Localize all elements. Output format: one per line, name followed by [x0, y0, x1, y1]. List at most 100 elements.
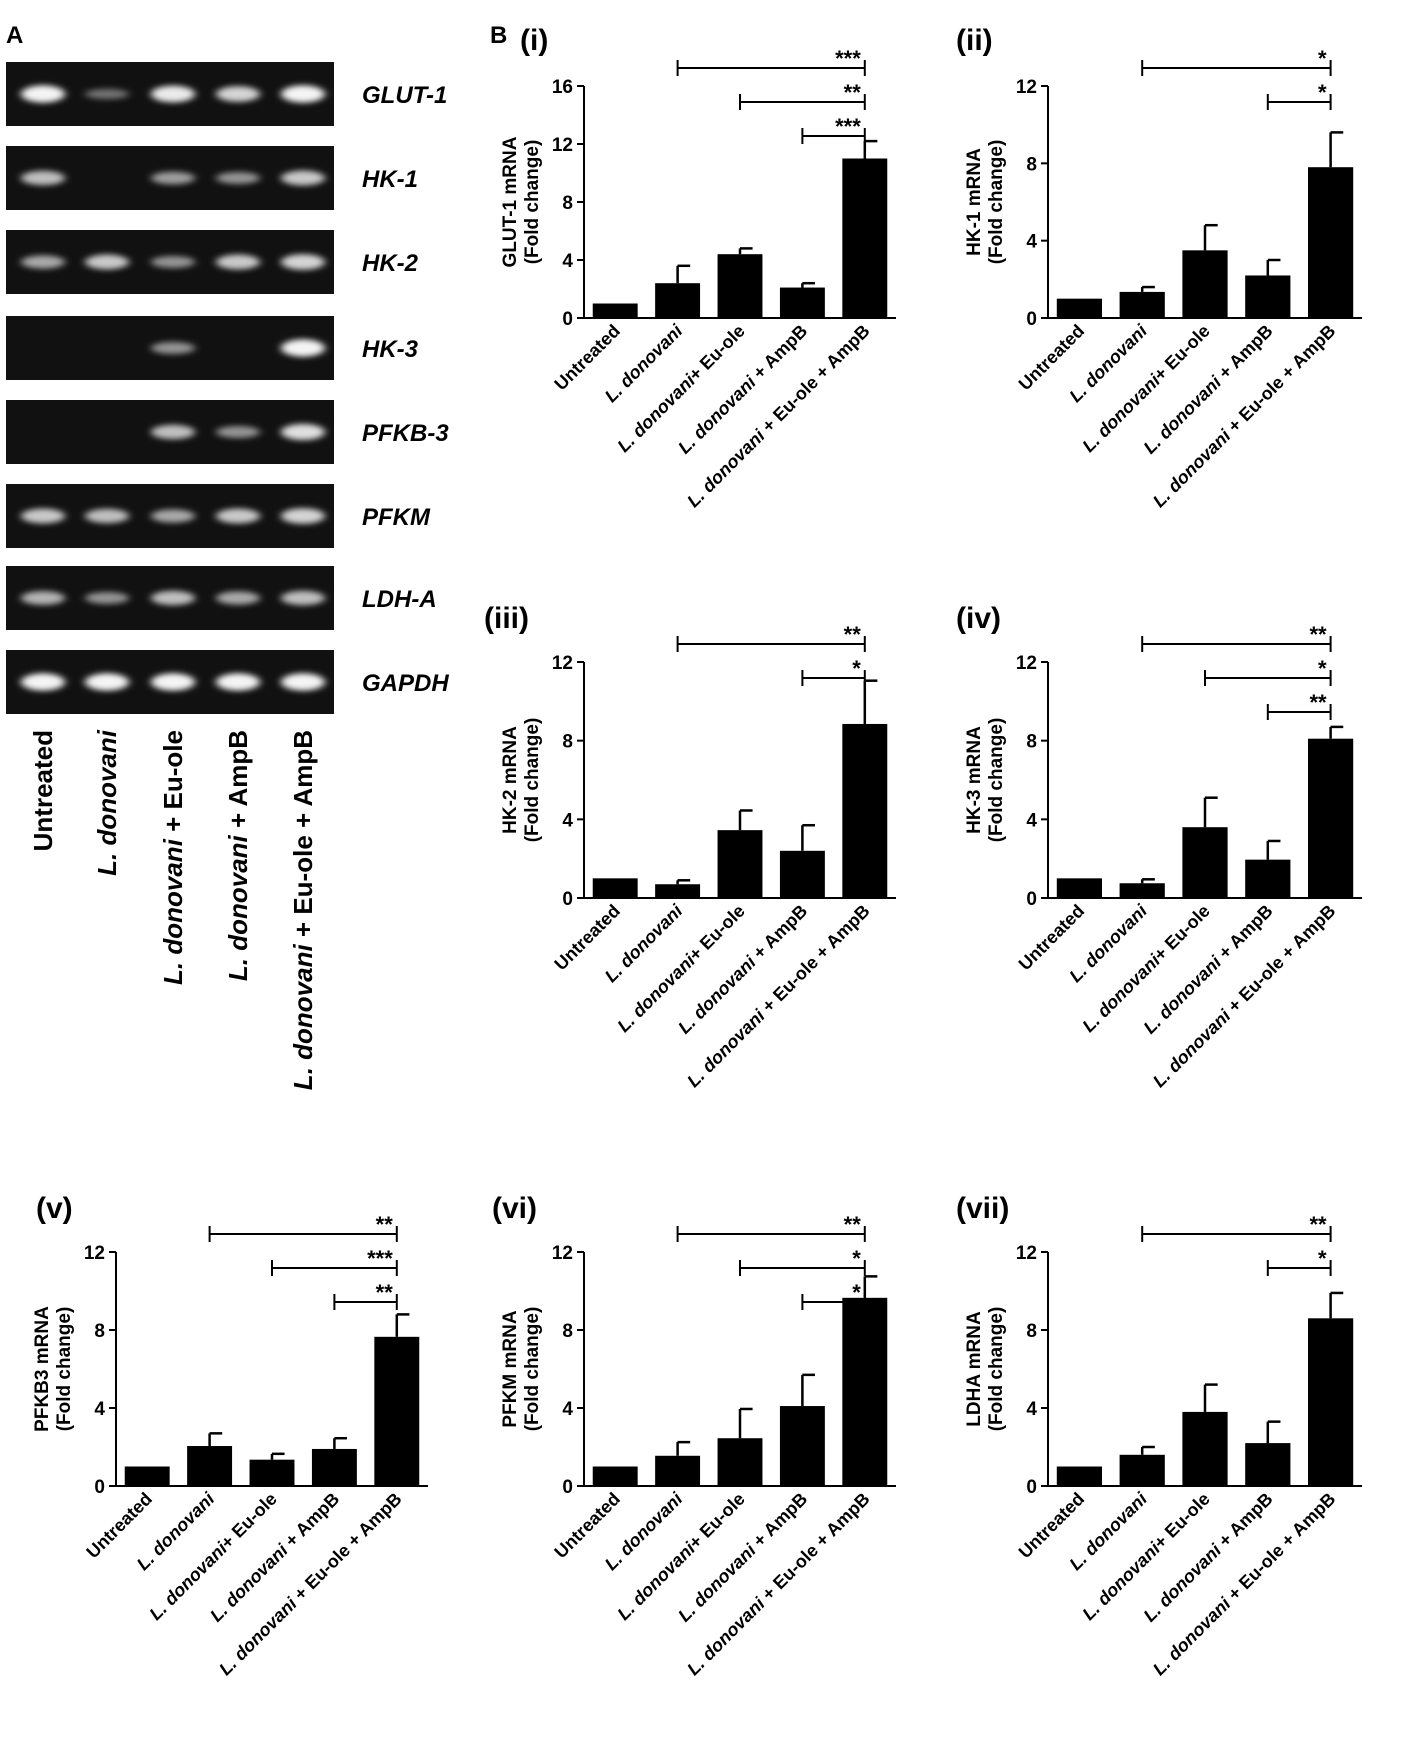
panel-label: (iii)	[484, 602, 529, 635]
gene-label: GAPDH	[362, 670, 449, 697]
y-tick-label: 8	[562, 193, 573, 214]
y-tick-label: 8	[562, 1321, 573, 1342]
gene-label: PFKB-3	[362, 420, 449, 447]
significance-label: *	[1318, 656, 1327, 681]
bar	[779, 850, 825, 898]
significance-label: **	[376, 1212, 394, 1237]
bar	[187, 1446, 233, 1486]
significance-label: **	[844, 80, 862, 105]
gel-band	[151, 509, 195, 523]
y-axis-label: GLUT-1 mRNA(Fold change)	[500, 136, 543, 267]
gel-band	[216, 426, 260, 438]
gel-band	[216, 673, 260, 691]
y-tick-label: 8	[1026, 1321, 1037, 1342]
significance-label: *	[852, 1280, 861, 1305]
y-tick-label: 0	[562, 1477, 573, 1498]
y-tick-label: 8	[94, 1321, 105, 1342]
bar	[1056, 878, 1103, 898]
significance-label: *	[852, 656, 861, 681]
gene-label: HK-3	[362, 336, 419, 363]
bar	[779, 1406, 825, 1486]
gel-band	[216, 591, 260, 605]
lane-label: L. donovani + Eu-ole	[158, 730, 188, 985]
bar	[842, 158, 888, 318]
gel-band	[281, 254, 325, 270]
y-tick-label: 16	[552, 77, 573, 98]
lane-label: L. donovani	[92, 729, 122, 876]
bar	[842, 1297, 888, 1486]
gene-label: HK-1	[362, 166, 418, 193]
bar	[1182, 250, 1228, 318]
significance-label: **	[844, 1212, 862, 1237]
gel-band	[281, 508, 325, 524]
gel-band	[151, 85, 195, 103]
gel-band	[281, 85, 325, 103]
y-axis-label: HK-1 mRNA(Fold change)	[964, 140, 1007, 265]
y-tick-label: 12	[552, 653, 573, 674]
gel-band	[85, 508, 129, 524]
bar	[1056, 298, 1103, 318]
panel-letter-b: B	[490, 22, 508, 49]
bar	[1307, 738, 1354, 898]
gel-band	[85, 88, 129, 100]
lane-label: L. donovani + AmpB	[223, 730, 253, 981]
bar	[124, 1466, 170, 1486]
gene-label: GLUT-1	[362, 82, 447, 109]
bar	[592, 303, 638, 318]
gel-band	[151, 171, 195, 185]
significance-label: **	[376, 1280, 394, 1305]
gel-area: GLUT-1 HK-1 HK-2 HK-3 PFKB-3 PFKM LDH-A GAPDH Un…	[0, 0, 480, 1150]
significance-label: *	[852, 1246, 861, 1271]
y-tick-label: 12	[1016, 653, 1037, 674]
gel-band	[281, 170, 325, 186]
panel-label: (ii)	[956, 24, 993, 57]
bar	[1307, 167, 1354, 318]
gel-band	[216, 86, 260, 102]
bar	[655, 283, 701, 318]
y-tick-label: 4	[1026, 232, 1037, 253]
panel-label: (vii)	[956, 1192, 1009, 1225]
y-tick-label: 12	[552, 135, 573, 156]
gene-label: PFKM	[362, 504, 431, 531]
bar	[1119, 883, 1165, 898]
y-tick-label: 8	[1026, 732, 1037, 753]
y-tick-label: 8	[562, 732, 573, 753]
y-tick-label: 0	[1026, 1477, 1037, 1498]
gel-band	[21, 170, 65, 186]
significance-label: ***	[367, 1246, 393, 1271]
panel-label: (v)	[36, 1192, 73, 1225]
gel-band	[151, 256, 195, 268]
gel-band	[151, 424, 195, 440]
y-tick-label: 4	[1026, 1399, 1037, 1420]
gel-band	[21, 508, 65, 524]
significance-label: **	[844, 622, 862, 647]
y-axis-label: HK-3 mRNA(Fold change)	[964, 718, 1007, 843]
y-tick-label: 0	[94, 1477, 105, 1498]
bar	[1056, 1466, 1103, 1486]
gel-band	[21, 255, 65, 269]
bar	[1245, 859, 1291, 898]
y-tick-label: 0	[562, 889, 573, 910]
gel-band	[85, 592, 129, 604]
lane-label: Untreated	[28, 730, 58, 851]
panel-letter-a: A	[6, 22, 24, 49]
y-tick-label: 12	[1016, 77, 1037, 98]
bar	[1245, 275, 1291, 318]
gel-band	[85, 254, 129, 270]
gel-band	[281, 423, 325, 441]
bar	[842, 723, 888, 898]
gel-band	[21, 673, 65, 691]
bar	[655, 884, 701, 898]
bar	[1245, 1443, 1291, 1486]
gel-band	[281, 590, 325, 606]
gel-band	[281, 339, 325, 357]
significance-label: **	[1309, 690, 1327, 715]
bar	[717, 830, 763, 898]
gel-band	[281, 673, 325, 691]
